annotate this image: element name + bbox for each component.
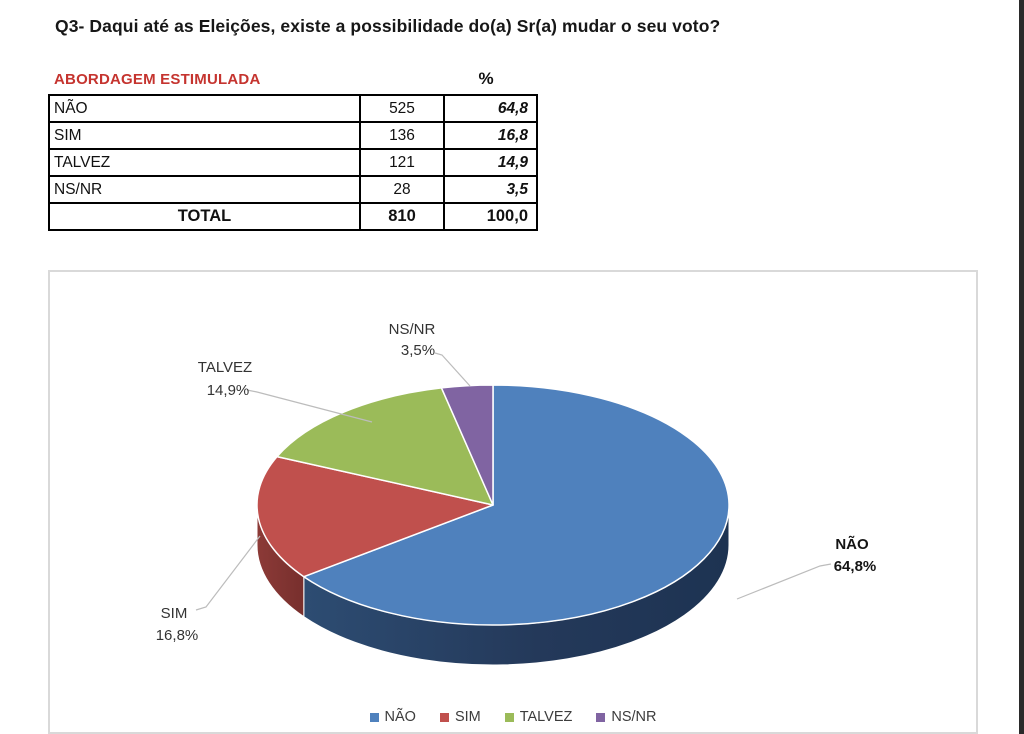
callout-sim-name: SIM	[161, 605, 188, 622]
callout-nao-value: 64,8%	[834, 558, 877, 575]
question-title: Q3- Daqui até as Eleições, existe a poss…	[55, 16, 721, 36]
pie-slice-nsnr	[440, 384, 494, 506]
table-row-nao: NÃO 525 64,8	[48, 94, 538, 123]
legend-item-nsnr: NS/NR	[596, 709, 656, 725]
callout-talvez-value: 14,9%	[207, 382, 250, 399]
legend-label: TALVEZ	[519, 709, 573, 725]
legend-swatch-talvez	[504, 712, 514, 722]
percent-column-header: %	[478, 69, 494, 88]
callout-nsnr-name: NS/NR	[389, 321, 436, 338]
row-percent: 16,8	[443, 121, 538, 150]
chart-area: NS/NR 3,5% TALVEZ 14,9% SIM 16,8% NÃO 64…	[48, 270, 978, 734]
pie-slice-nao	[303, 384, 730, 626]
pie-slice-sim	[256, 455, 494, 578]
results-table: NÃO 525 64,8 SIM 136 16,8 TALVEZ 121 14,…	[48, 94, 538, 231]
total-percent: 100,0	[443, 202, 538, 231]
leader-line-nsnr	[434, 352, 471, 387]
legend-swatch-sim	[439, 712, 449, 722]
callout-talvez-name: TALVEZ	[198, 359, 252, 376]
row-percent: 3,5	[443, 175, 538, 204]
chart-legend: NÃO SIM TALVEZ NS/NR	[50, 709, 976, 725]
pie-slice-talvez	[276, 387, 494, 506]
page-right-edge	[1019, 0, 1024, 734]
row-label: SIM	[48, 121, 361, 150]
table-header-label: ABORDAGEM ESTIMULADA	[54, 71, 261, 88]
legend-item-nao: NÃO	[369, 709, 416, 725]
table-row-talvez: TALVEZ 121 14,9	[48, 148, 538, 177]
leader-line-nao	[736, 563, 832, 600]
leader-line-talvez	[246, 389, 373, 423]
table-header: ABORDAGEM ESTIMULADA %	[48, 69, 530, 93]
callout-nao-name: NÃO	[835, 535, 869, 553]
legend-label: NÃO	[384, 709, 416, 725]
row-label: TALVEZ	[48, 148, 361, 177]
row-label: NÃO	[48, 94, 361, 123]
table-row-nsnr: NS/NR 28 3,5	[48, 175, 538, 204]
row-percent: 64,8	[443, 94, 538, 123]
legend-swatch-nao	[369, 712, 379, 722]
legend-label: SIM	[454, 709, 481, 725]
total-label: TOTAL	[48, 202, 361, 231]
legend-swatch-nsnr	[596, 712, 606, 722]
legend-item-sim: SIM	[439, 709, 481, 725]
table-row-total: TOTAL 810 100,0	[48, 202, 538, 231]
row-count: 525	[359, 94, 445, 123]
row-count: 121	[359, 148, 445, 177]
callout-nsnr-value: 3,5%	[401, 342, 435, 359]
leader-line-sim	[195, 535, 261, 611]
legend-item-talvez: TALVEZ	[504, 709, 573, 725]
row-count: 136	[359, 121, 445, 150]
table-row-sim: SIM 136 16,8	[48, 121, 538, 150]
row-label: NS/NR	[48, 175, 361, 204]
row-percent: 14,9	[443, 148, 538, 177]
callout-sim-value: 16,8%	[156, 627, 199, 644]
legend-label: NS/NR	[611, 709, 657, 725]
row-count: 28	[359, 175, 445, 204]
total-count: 810	[359, 202, 445, 231]
pie-chart: NS/NR 3,5% TALVEZ 14,9% SIM 16,8% NÃO 64…	[156, 321, 877, 666]
